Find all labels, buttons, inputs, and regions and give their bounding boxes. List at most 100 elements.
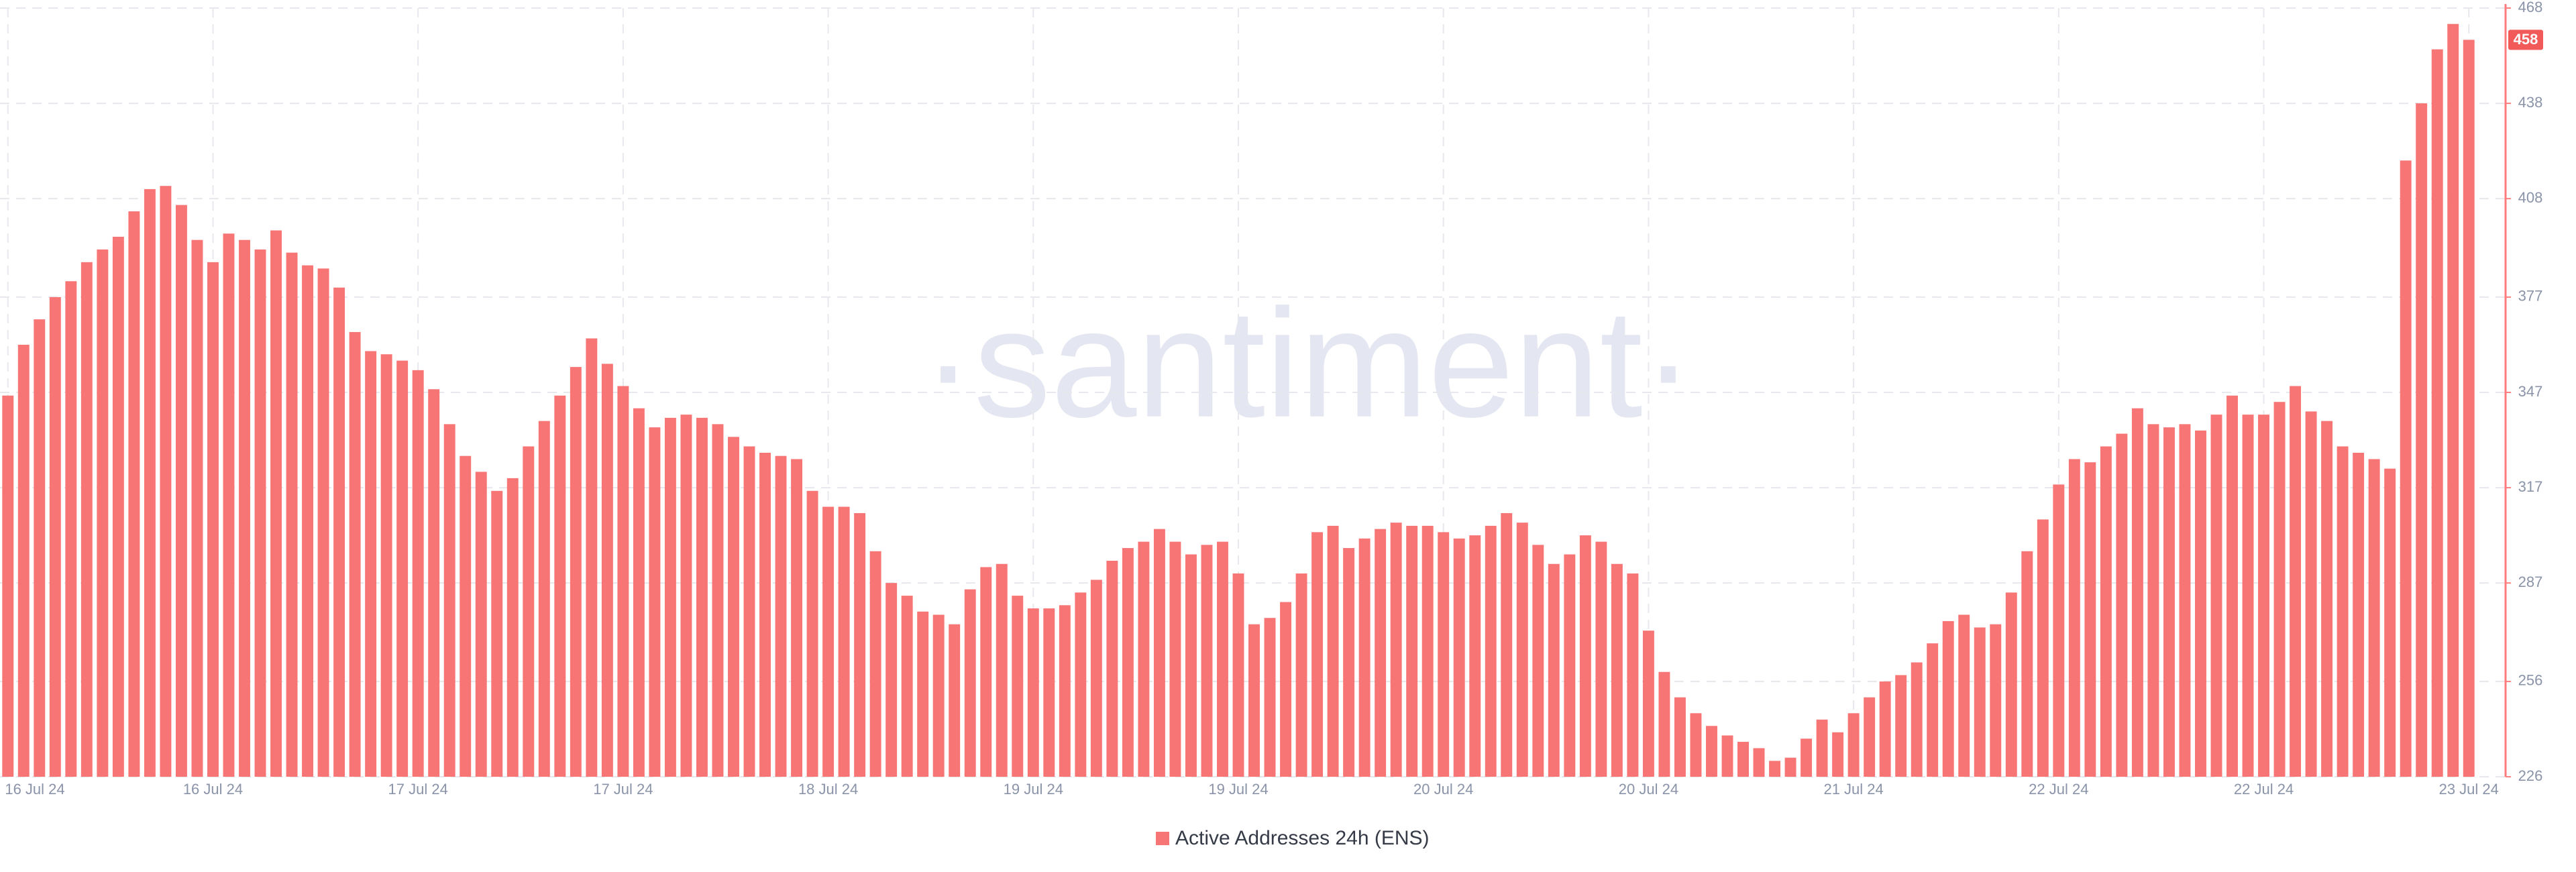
bar <box>1421 525 1434 777</box>
bar <box>475 472 487 777</box>
bar <box>2431 49 2443 777</box>
bar <box>869 551 881 777</box>
bar <box>2084 462 2096 777</box>
bar <box>2 395 14 777</box>
bar <box>380 354 392 777</box>
bar <box>1264 618 1276 777</box>
bar <box>2258 415 2270 777</box>
bar <box>1579 535 1591 777</box>
bar <box>964 589 976 777</box>
bar <box>2195 430 2206 777</box>
bar <box>1027 608 1039 777</box>
bar <box>2416 103 2428 777</box>
bar <box>2053 484 2065 777</box>
y-tick-label: 347 <box>2518 383 2543 400</box>
bar <box>1153 529 1165 777</box>
bar <box>2305 411 2317 777</box>
bar <box>191 239 203 777</box>
bar <box>2021 551 2033 777</box>
bar <box>1927 643 1939 777</box>
bar <box>396 360 409 777</box>
bar <box>1406 525 1418 777</box>
y-tick-label: 438 <box>2518 94 2543 111</box>
bar <box>80 262 93 777</box>
bar <box>885 583 898 777</box>
bar <box>1516 523 1528 777</box>
bar <box>1201 545 1213 777</box>
bar <box>2400 160 2412 777</box>
current-value-label: 458 <box>2514 31 2538 48</box>
y-tick-label: 287 <box>2518 574 2543 590</box>
bar <box>1706 726 1717 777</box>
y-tick-label: 256 <box>2518 672 2543 689</box>
x-tick-label: 16 Jul 24 <box>5 781 64 798</box>
bar <box>1801 739 1813 777</box>
bar <box>1737 741 1749 777</box>
bar <box>428 389 440 777</box>
bar <box>1564 554 1576 777</box>
bar <box>333 287 345 777</box>
bar <box>1942 620 1954 777</box>
x-tick-label: 22 Jul 24 <box>2029 781 2088 798</box>
bar <box>854 512 866 777</box>
bar <box>1358 538 1371 777</box>
bar <box>980 567 992 777</box>
bar <box>743 446 755 777</box>
x-tick-label: 21 Jul 24 <box>1823 781 1883 798</box>
bar <box>1248 624 1260 777</box>
x-tick-label: 23 Jul 24 <box>2439 781 2499 798</box>
bar <box>1816 719 1828 777</box>
bar <box>1043 608 1055 777</box>
bar <box>460 455 472 777</box>
bar <box>1879 681 1891 777</box>
bar <box>2368 459 2380 777</box>
bar <box>1453 538 1465 777</box>
bar <box>2068 459 2080 777</box>
bar <box>2005 592 2017 777</box>
bar <box>1217 541 1228 777</box>
bar <box>1658 671 1670 777</box>
bar <box>17 344 30 777</box>
bar <box>2147 424 2159 777</box>
bar <box>601 364 613 777</box>
bar <box>680 415 692 777</box>
bar <box>1280 602 1292 777</box>
bar <box>2037 519 2049 777</box>
legend: Active Addresses 24h (ENS) <box>1156 827 1430 849</box>
bar <box>570 367 582 777</box>
bar <box>1958 614 1970 777</box>
bar <box>791 459 803 777</box>
y-tick-label: 408 <box>2518 189 2543 206</box>
bar <box>554 395 566 777</box>
bar <box>1990 624 2002 777</box>
y-tick-label: 377 <box>2518 288 2543 305</box>
bar <box>270 230 282 777</box>
bar <box>2131 408 2143 777</box>
bar <box>759 452 771 777</box>
bar <box>1911 662 1923 777</box>
bar <box>1469 535 1481 777</box>
bar <box>949 624 961 777</box>
bar <box>806 490 818 777</box>
bar <box>1375 529 1387 777</box>
bar <box>506 478 519 777</box>
bar <box>2321 421 2333 777</box>
bar <box>112 236 124 777</box>
y-tick-label: 226 <box>2518 767 2543 784</box>
bar <box>932 614 945 777</box>
bar <box>728 437 739 777</box>
bar <box>1327 525 1339 777</box>
bar <box>2163 427 2175 777</box>
bar <box>538 421 550 777</box>
y-tick-label: 317 <box>2518 478 2543 495</box>
watermark: ·santiment· <box>922 277 1694 449</box>
legend-swatch <box>1156 832 1169 845</box>
bar <box>49 296 61 777</box>
bar <box>2384 468 2396 777</box>
bar <box>1232 573 1244 777</box>
bar <box>2116 433 2128 777</box>
bar <box>1485 525 1497 777</box>
bar <box>1390 523 1402 777</box>
